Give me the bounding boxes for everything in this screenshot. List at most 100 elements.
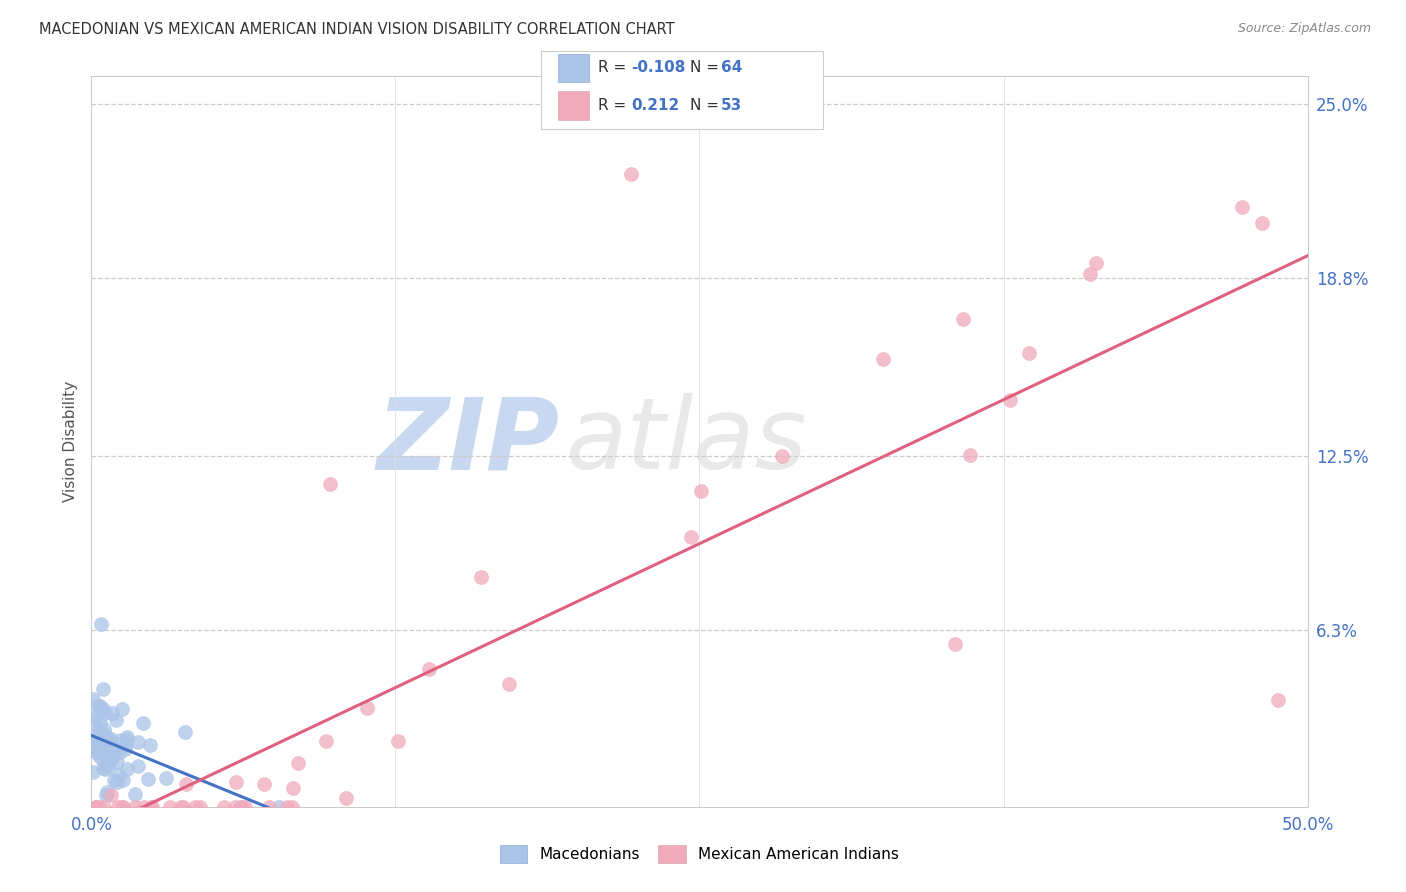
Point — [110, 732, 132, 747]
Point — [89, 698, 111, 713]
Point — [998, 392, 1021, 407]
Point — [281, 780, 304, 795]
Point — [94, 762, 117, 776]
Text: atlas: atlas — [565, 393, 807, 490]
Text: R =: R = — [598, 98, 636, 113]
Point — [82, 691, 104, 706]
Point — [103, 772, 125, 787]
Point — [87, 739, 110, 753]
Point — [287, 756, 309, 770]
Point — [84, 743, 107, 757]
Point — [93, 722, 115, 736]
Point — [105, 756, 128, 770]
Point — [943, 637, 966, 651]
Point — [108, 745, 131, 759]
Point — [155, 772, 177, 786]
Point — [111, 800, 134, 814]
Point — [138, 738, 160, 752]
Point — [141, 800, 163, 814]
Point — [276, 800, 298, 814]
Point — [91, 702, 114, 716]
Point — [114, 742, 136, 756]
Point — [100, 749, 122, 764]
Point — [170, 800, 193, 814]
Point — [269, 800, 291, 814]
Point — [1250, 216, 1272, 230]
Point — [498, 677, 520, 691]
Point — [770, 449, 793, 463]
Text: 0.212: 0.212 — [631, 98, 679, 113]
Point — [959, 448, 981, 462]
Point — [470, 569, 492, 583]
Point — [82, 764, 104, 779]
Point — [83, 713, 105, 727]
Point — [84, 709, 107, 723]
Point — [1018, 346, 1040, 360]
Text: R =: R = — [598, 61, 631, 76]
Point — [319, 476, 342, 491]
Point — [93, 754, 115, 768]
Point — [952, 311, 974, 326]
Point — [86, 747, 108, 761]
Point — [97, 757, 120, 772]
Point — [89, 749, 111, 764]
Point — [94, 742, 117, 756]
Point — [96, 789, 118, 803]
Point — [90, 746, 112, 760]
Point — [387, 734, 409, 748]
Point — [139, 800, 162, 814]
Point — [101, 706, 124, 720]
Point — [174, 725, 197, 739]
Point — [86, 741, 108, 756]
Point — [84, 800, 107, 814]
Point — [98, 732, 121, 747]
Point — [335, 790, 357, 805]
Point — [224, 800, 246, 814]
Point — [681, 529, 703, 543]
Point — [93, 706, 115, 721]
Point — [87, 800, 110, 814]
Legend: Macedonians, Mexican American Indians: Macedonians, Mexican American Indians — [494, 839, 905, 869]
Point — [124, 788, 146, 802]
Point — [112, 772, 135, 787]
Text: 53: 53 — [721, 98, 742, 113]
Text: MACEDONIAN VS MEXICAN AMERICAN INDIAN VISION DISABILITY CORRELATION CHART: MACEDONIAN VS MEXICAN AMERICAN INDIAN VI… — [39, 22, 675, 37]
Point — [107, 800, 129, 814]
Point — [174, 777, 197, 791]
Point — [93, 761, 115, 775]
Point — [259, 800, 281, 814]
Point — [89, 725, 111, 739]
Point — [1085, 256, 1108, 270]
Point — [188, 800, 211, 814]
Point — [228, 800, 250, 814]
Point — [84, 800, 107, 814]
Point — [101, 747, 124, 762]
Point — [101, 738, 124, 752]
Point — [124, 800, 146, 814]
Point — [86, 738, 108, 752]
Point — [89, 723, 111, 738]
Point — [1078, 267, 1101, 281]
Point — [212, 800, 235, 814]
Point — [231, 800, 253, 814]
Point — [111, 702, 134, 716]
Text: ZIP: ZIP — [377, 393, 560, 490]
Point — [1230, 201, 1253, 215]
Point — [105, 714, 128, 728]
Point — [80, 727, 103, 741]
Point — [315, 734, 337, 748]
Point — [105, 775, 128, 789]
Point — [84, 733, 107, 747]
Text: -0.108: -0.108 — [631, 61, 686, 76]
Point — [115, 731, 138, 745]
Point — [127, 759, 149, 773]
Point — [107, 768, 129, 782]
Point — [100, 731, 122, 746]
Y-axis label: Vision Disability: Vision Disability — [62, 381, 77, 502]
Point — [356, 701, 378, 715]
Point — [115, 738, 138, 752]
Point — [233, 800, 256, 814]
Point — [1267, 693, 1289, 707]
Text: 64: 64 — [721, 61, 742, 76]
Point — [872, 351, 894, 366]
